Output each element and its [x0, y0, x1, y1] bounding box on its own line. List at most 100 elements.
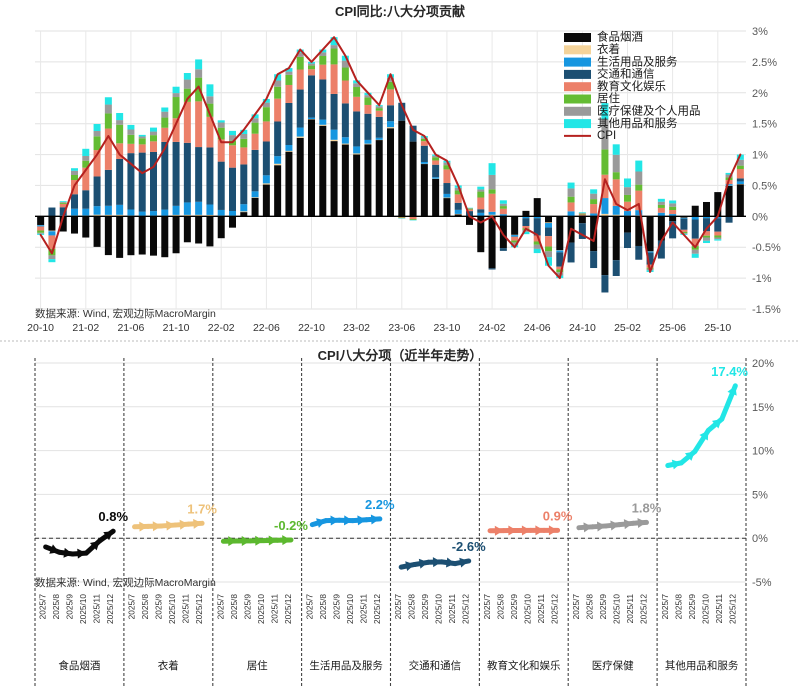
- svg-text:25-06: 25-06: [659, 322, 686, 334]
- svg-text:衣着: 衣着: [597, 42, 620, 56]
- svg-text:3%: 3%: [752, 26, 768, 38]
- svg-text:2025/11: 2025/11: [181, 594, 191, 624]
- svg-text:0.9%: 0.9%: [543, 508, 573, 523]
- svg-text:2025/9: 2025/9: [509, 594, 519, 620]
- svg-text:居住: 居住: [597, 91, 620, 105]
- svg-text:2025/10: 2025/10: [523, 594, 533, 624]
- svg-text:CPI: CPI: [597, 130, 616, 142]
- svg-text:2025/7: 2025/7: [393, 594, 403, 620]
- svg-text:2025/9: 2025/9: [331, 594, 341, 620]
- svg-text:2025/12: 2025/12: [194, 594, 204, 624]
- svg-text:2025/10: 2025/10: [167, 594, 177, 624]
- svg-text:-2.6%: -2.6%: [452, 539, 486, 554]
- svg-text:2025/10: 2025/10: [256, 594, 266, 624]
- svg-text:CPI同比:八大分项贡献: CPI同比:八大分项贡献: [335, 4, 465, 19]
- svg-text:1.7%: 1.7%: [187, 501, 217, 516]
- svg-text:22-06: 22-06: [253, 322, 280, 334]
- svg-text:2025/10: 2025/10: [78, 594, 88, 624]
- svg-text:24-10: 24-10: [569, 322, 596, 334]
- svg-text:食品烟酒: 食品烟酒: [597, 30, 643, 44]
- svg-text:2025/11: 2025/11: [92, 594, 102, 624]
- svg-text:10%: 10%: [752, 446, 774, 458]
- svg-text:2025/7: 2025/7: [660, 594, 670, 620]
- svg-text:2025/8: 2025/8: [496, 594, 506, 620]
- svg-text:2025/7: 2025/7: [571, 594, 581, 620]
- svg-text:20%: 20%: [752, 358, 774, 370]
- svg-text:2025/9: 2025/9: [154, 594, 164, 620]
- svg-text:2025/9: 2025/9: [598, 594, 608, 620]
- svg-text:2025/11: 2025/11: [447, 594, 457, 624]
- svg-text:2025/7: 2025/7: [127, 594, 137, 620]
- svg-text:5%: 5%: [752, 489, 768, 501]
- svg-text:24-02: 24-02: [479, 322, 506, 334]
- svg-text:-5%: -5%: [752, 577, 772, 589]
- svg-text:0.8%: 0.8%: [98, 509, 128, 524]
- svg-text:2025/8: 2025/8: [673, 594, 683, 620]
- svg-text:2025/12: 2025/12: [372, 594, 382, 624]
- svg-text:其他用品和服务: 其他用品和服务: [665, 659, 739, 672]
- svg-text:1.8%: 1.8%: [632, 500, 662, 515]
- svg-text:交通和通信: 交通和通信: [409, 659, 462, 672]
- svg-text:衣着: 衣着: [158, 659, 179, 672]
- svg-text:-0.2%: -0.2%: [274, 518, 308, 533]
- svg-text:教育文化和娱乐: 教育文化和娱乐: [487, 659, 561, 672]
- svg-text:2025/9: 2025/9: [65, 594, 75, 620]
- svg-text:2025/12: 2025/12: [105, 594, 115, 624]
- svg-text:2025/7: 2025/7: [215, 594, 225, 620]
- svg-text:CPI八大分项（近半年走势）: CPI八大分项（近半年走势）: [318, 348, 483, 363]
- svg-text:2025/10: 2025/10: [700, 594, 710, 624]
- svg-text:2%: 2%: [752, 88, 768, 100]
- svg-text:2.5%: 2.5%: [752, 57, 777, 69]
- svg-text:1%: 1%: [752, 150, 768, 162]
- svg-text:2025/11: 2025/11: [536, 594, 546, 624]
- svg-text:17.4%: 17.4%: [711, 364, 748, 379]
- svg-text:2025/10: 2025/10: [434, 594, 444, 624]
- svg-text:2025/8: 2025/8: [584, 594, 594, 620]
- svg-text:2025/10: 2025/10: [611, 594, 621, 624]
- svg-text:2025/11: 2025/11: [625, 594, 635, 624]
- svg-text:2025/7: 2025/7: [304, 594, 314, 620]
- svg-text:20-10: 20-10: [27, 322, 54, 334]
- svg-text:21-10: 21-10: [163, 322, 190, 334]
- svg-text:食品烟酒: 食品烟酒: [58, 659, 100, 672]
- svg-text:医疗保健及个人用品: 医疗保健及个人用品: [597, 104, 701, 118]
- svg-text:2.2%: 2.2%: [365, 497, 395, 512]
- svg-text:2025/7: 2025/7: [38, 594, 48, 620]
- svg-text:22-02: 22-02: [208, 322, 235, 334]
- svg-text:2025/12: 2025/12: [283, 594, 293, 624]
- svg-text:2025/11: 2025/11: [270, 594, 280, 624]
- svg-text:2025/9: 2025/9: [420, 594, 430, 620]
- svg-text:2025/8: 2025/8: [229, 594, 239, 620]
- svg-text:2025/11: 2025/11: [358, 594, 368, 624]
- svg-text:教育文化娱乐: 教育文化娱乐: [597, 79, 666, 93]
- svg-text:交通和通信: 交通和通信: [597, 67, 655, 81]
- svg-text:2025/8: 2025/8: [318, 594, 328, 620]
- svg-text:0%: 0%: [752, 211, 768, 223]
- svg-text:-1%: -1%: [752, 273, 772, 285]
- svg-text:2025/8: 2025/8: [140, 594, 150, 620]
- svg-text:医疗保健: 医疗保健: [592, 659, 634, 672]
- svg-text:2025/9: 2025/9: [242, 594, 252, 620]
- svg-text:24-06: 24-06: [524, 322, 551, 334]
- svg-text:数据来源: Wind, 宏观边际MacroMargin: 数据来源: Wind, 宏观边际MacroMargin: [35, 307, 216, 320]
- svg-text:0.5%: 0.5%: [752, 180, 777, 192]
- svg-text:21-02: 21-02: [72, 322, 99, 334]
- svg-text:23-06: 23-06: [388, 322, 415, 334]
- svg-text:2025/12: 2025/12: [461, 594, 471, 624]
- svg-text:23-02: 23-02: [343, 322, 370, 334]
- svg-text:其他用品和服务: 其他用品和服务: [597, 116, 678, 130]
- svg-text:2025/9: 2025/9: [687, 594, 697, 620]
- svg-text:22-10: 22-10: [298, 322, 325, 334]
- svg-text:生活用品及服务: 生活用品及服务: [309, 659, 383, 672]
- svg-text:15%: 15%: [752, 402, 774, 414]
- svg-text:2025/10: 2025/10: [345, 594, 355, 624]
- svg-text:2025/11: 2025/11: [714, 594, 724, 624]
- svg-text:2025/12: 2025/12: [727, 594, 737, 624]
- svg-text:21-06: 21-06: [117, 322, 144, 334]
- svg-text:数据来源: Wind, 宏观边际MacroMargin: 数据来源: Wind, 宏观边际MacroMargin: [35, 576, 216, 589]
- svg-text:2025/8: 2025/8: [51, 594, 61, 620]
- svg-text:23-10: 23-10: [433, 322, 460, 334]
- svg-text:-1.5%: -1.5%: [752, 304, 781, 316]
- svg-text:2025/8: 2025/8: [407, 594, 417, 620]
- svg-text:25-02: 25-02: [614, 322, 641, 334]
